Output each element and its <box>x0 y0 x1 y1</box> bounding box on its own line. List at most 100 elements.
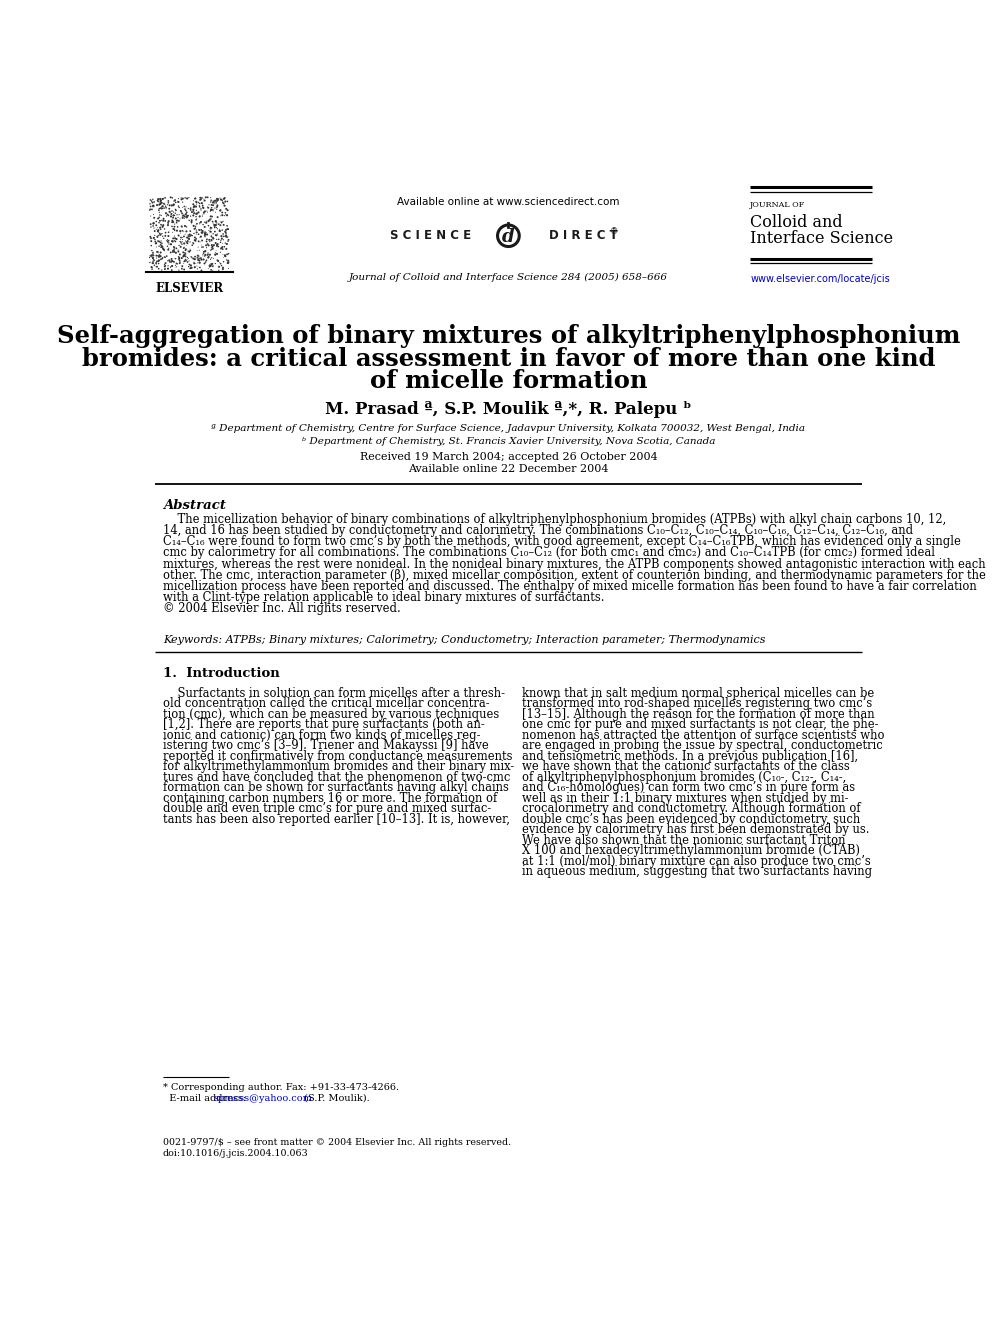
Text: Abstract: Abstract <box>163 499 226 512</box>
Text: Available online 22 December 2004: Available online 22 December 2004 <box>408 464 609 475</box>
Point <box>186 247 201 269</box>
Point <box>204 238 220 259</box>
Point <box>145 216 161 237</box>
Point <box>186 202 201 224</box>
Point <box>166 194 182 216</box>
Point <box>213 229 229 250</box>
Point <box>142 198 158 220</box>
Point <box>205 257 221 278</box>
Point <box>209 206 225 228</box>
Point <box>207 242 223 263</box>
Point <box>188 229 204 250</box>
Point <box>192 247 208 269</box>
Point <box>219 200 235 221</box>
Point <box>217 191 233 212</box>
Point <box>151 212 167 233</box>
Point <box>180 232 195 253</box>
Point <box>193 198 209 220</box>
Point <box>143 196 159 217</box>
Point <box>181 226 196 247</box>
Point <box>219 233 235 254</box>
Point <box>161 205 177 226</box>
Point <box>171 191 186 212</box>
Point <box>195 197 211 218</box>
Point <box>153 237 169 258</box>
Point <box>183 232 198 253</box>
Point <box>165 241 181 262</box>
Point <box>191 220 207 241</box>
Point <box>200 258 216 279</box>
Point <box>198 230 214 251</box>
Text: ionic and cationic) can form two kinds of micelles reg-: ionic and cationic) can form two kinds o… <box>163 729 480 742</box>
Point <box>164 250 180 271</box>
Point <box>195 249 211 270</box>
Point <box>172 204 187 225</box>
Point <box>194 194 210 216</box>
Point <box>216 246 232 267</box>
Point <box>167 189 183 210</box>
Point <box>200 247 216 269</box>
Point <box>192 189 208 210</box>
Point <box>211 218 227 239</box>
Point <box>179 234 194 255</box>
Point <box>146 228 162 249</box>
Point <box>183 200 198 221</box>
Point <box>150 221 166 242</box>
Point <box>209 191 225 212</box>
Point <box>155 237 171 258</box>
Point <box>178 204 193 225</box>
Point <box>165 212 181 233</box>
Point <box>181 255 196 277</box>
Point <box>151 253 167 274</box>
Point <box>143 213 159 234</box>
Point <box>218 226 234 247</box>
Point <box>189 204 205 225</box>
Point <box>176 226 191 247</box>
Text: (S.P. Moulik).: (S.P. Moulik). <box>301 1094 369 1102</box>
Point <box>171 196 186 217</box>
Point <box>155 196 171 217</box>
Point <box>172 208 187 229</box>
Point <box>202 201 218 222</box>
Point <box>153 192 169 213</box>
Text: ª Department of Chemistry, Centre for Surface Science, Jadavpur University, Kolk: ª Department of Chemistry, Centre for Su… <box>211 425 806 434</box>
Point <box>186 218 202 239</box>
Point <box>169 257 185 278</box>
Point <box>182 224 197 245</box>
Point <box>193 210 209 232</box>
Point <box>173 221 188 242</box>
Point <box>144 253 160 274</box>
Point <box>150 226 166 247</box>
Point <box>200 210 216 232</box>
Point <box>148 233 164 254</box>
Point <box>151 206 167 228</box>
Point <box>161 191 177 212</box>
Point <box>215 214 231 235</box>
Point <box>210 189 226 210</box>
Point <box>199 200 215 221</box>
Point <box>204 237 220 258</box>
Point <box>143 226 159 247</box>
Point <box>180 247 195 269</box>
Point <box>189 253 205 274</box>
Point <box>179 232 194 253</box>
Point <box>175 192 190 213</box>
Point <box>176 251 191 273</box>
Point <box>188 193 204 214</box>
Point <box>202 221 218 242</box>
Point <box>162 251 178 273</box>
Point <box>218 246 234 267</box>
Point <box>175 188 190 209</box>
Point <box>174 216 189 237</box>
Point <box>148 232 164 253</box>
Point <box>149 241 165 262</box>
Point <box>150 217 166 238</box>
Point <box>205 213 221 234</box>
Point <box>201 220 217 241</box>
Point <box>188 191 204 212</box>
Point <box>217 245 233 266</box>
Point <box>184 247 199 269</box>
Text: 0021-9797/$ – see front matter © 2004 Elsevier Inc. All rights reserved.: 0021-9797/$ – see front matter © 2004 El… <box>163 1138 511 1147</box>
Point <box>150 188 166 209</box>
Point <box>193 226 209 247</box>
